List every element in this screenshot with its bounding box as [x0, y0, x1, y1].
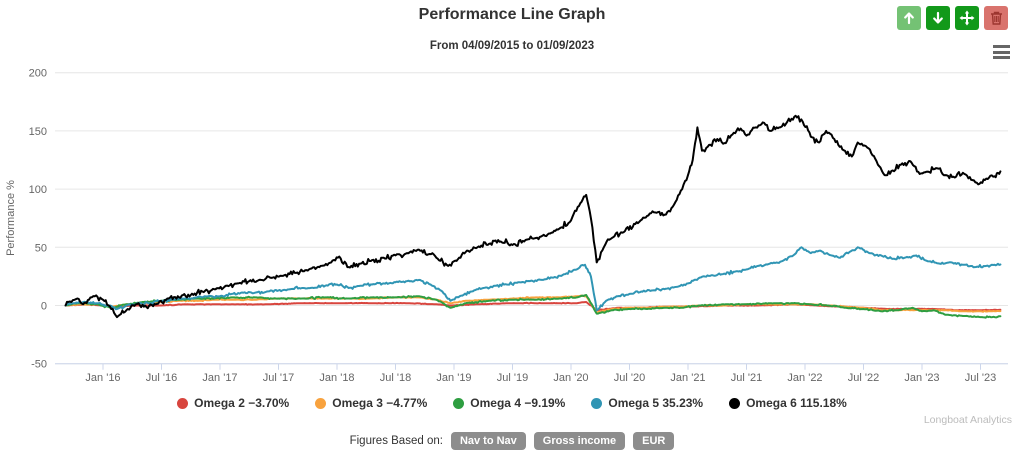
x-tick-label: Jan '16	[85, 372, 120, 384]
legend-label: Omega 5 35.23%	[608, 396, 704, 410]
figure-badge-eur[interactable]: EUR	[633, 432, 675, 450]
y-tick-label: 100	[29, 184, 47, 196]
series-line-omega-4	[64, 294, 1002, 319]
x-tick-label: Jul '19	[497, 372, 528, 384]
legend-item-omega-4[interactable]: Omega 4 −9.19%	[453, 396, 565, 410]
x-tick-label: Jul '17	[263, 372, 294, 384]
legend-label: Omega 6 115.18%	[746, 396, 847, 410]
x-tick-label: Jan '17	[202, 372, 237, 384]
legend-label: Omega 3 −4.77%	[332, 396, 428, 410]
move-down-button[interactable]	[926, 6, 950, 30]
legend-marker	[591, 397, 603, 409]
x-tick-label: Jan '21	[670, 372, 705, 384]
chart-legend: Omega 2 −3.70% Omega 3 −4.77% Omega 4 −9.1…	[0, 396, 1024, 410]
x-tick-label: Jul '22	[848, 372, 879, 384]
x-tick-label: Jul '20	[614, 372, 645, 384]
figure-badge-nav-to-nav[interactable]: Nav to Nav	[450, 432, 526, 450]
legend-item-omega-3[interactable]: Omega 3 −4.77%	[315, 396, 427, 410]
figures-based-on-row: Figures Based on: Nav to Nav Gross income…	[0, 432, 1024, 450]
page-title: Performance Line Graph	[418, 6, 606, 23]
figure-badge-gross-income[interactable]: Gross income	[533, 432, 626, 450]
y-axis-title: Performance %	[5, 180, 17, 256]
series-line-omega-5	[64, 246, 1002, 312]
hamburger-menu-icon[interactable]	[993, 45, 1010, 59]
x-tick-label: Jan '23	[904, 372, 939, 384]
x-tick-label: Jul '21	[731, 372, 762, 384]
y-tick-label: 50	[35, 242, 47, 254]
watermark: Longboat Analytics	[923, 414, 1012, 426]
chart-toolbar	[897, 6, 1008, 30]
x-tick-label: Jul '18	[380, 372, 411, 384]
x-tick-label: Jan '20	[553, 372, 588, 384]
series-line-omega-6	[64, 114, 1002, 319]
delete-button[interactable]	[984, 6, 1008, 30]
trash-icon	[990, 11, 1002, 25]
x-tick-label: Jan '22	[787, 372, 822, 384]
legend-item-omega-6[interactable]: Omega 6 115.18%	[729, 396, 847, 410]
x-tick-label: Jan '18	[319, 372, 354, 384]
y-tick-label: 150	[29, 126, 47, 138]
legend-marker	[177, 397, 189, 409]
move-up-button[interactable]	[897, 6, 921, 30]
legend-marker	[453, 397, 465, 409]
legend-item-omega-5[interactable]: Omega 5 35.23%	[591, 396, 703, 410]
legend-item-omega-2[interactable]: Omega 2 −3.70%	[177, 396, 289, 410]
arrow-up-icon	[904, 12, 914, 25]
y-tick-label: 0	[41, 301, 47, 313]
legend-label: Omega 4 −9.19%	[470, 396, 566, 410]
figures-based-on-label: Figures Based on:	[349, 435, 443, 447]
move-button[interactable]	[955, 6, 979, 30]
legend-marker	[729, 397, 741, 409]
legend-marker	[315, 397, 327, 409]
y-tick-label: 200	[29, 68, 47, 80]
move-arrows-icon	[959, 10, 975, 26]
legend-label: Omega 2 −3.70%	[194, 396, 290, 410]
x-tick-label: Jul '16	[146, 372, 177, 384]
arrow-down-icon	[933, 11, 943, 24]
y-tick-label: -50	[31, 359, 47, 371]
x-tick-label: Jan '19	[436, 372, 471, 384]
chart-subtitle: From 04/09/2015 to 01/09/2023	[429, 40, 595, 52]
x-tick-label: Jul '23	[965, 372, 996, 384]
